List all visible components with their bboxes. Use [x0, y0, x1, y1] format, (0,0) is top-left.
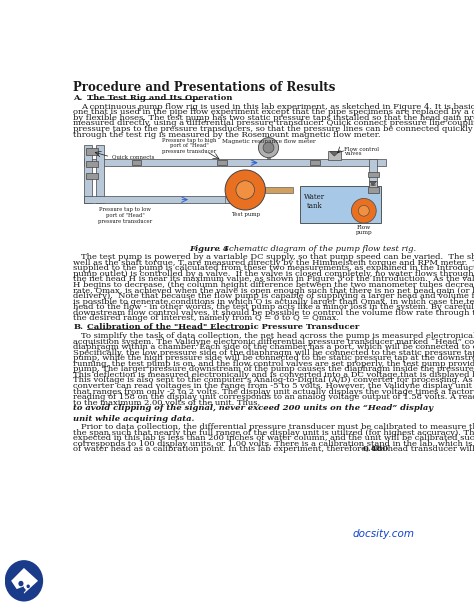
- Polygon shape: [11, 568, 38, 593]
- Bar: [225, 196, 231, 203]
- Bar: [84, 145, 92, 203]
- Text: pump. The larger pressure downstream of the pump causes the diaphragm inside the: pump. The larger pressure downstream of …: [73, 365, 474, 373]
- Text: valves: valves: [344, 151, 361, 156]
- Circle shape: [351, 199, 376, 223]
- Bar: [368, 188, 379, 192]
- Text: to avoid clipping of the signal, never exceed 200 units on the “Head” display: to avoid clipping of the signal, never e…: [73, 404, 433, 412]
- Text: B.: B.: [73, 323, 83, 331]
- Text: Magnetic resonance flow meter: Magnetic resonance flow meter: [222, 139, 315, 144]
- Text: one that is used in the pipe flow experiment except that the pipe specimens are : one that is used in the pipe flow experi…: [73, 109, 474, 116]
- Circle shape: [22, 588, 26, 592]
- Text: . Schematic diagram of the pump flow test rig.: . Schematic diagram of the pump flow tes…: [218, 245, 416, 253]
- Text: supplied to the pump is calculated from these two measurements, as explained in : supplied to the pump is calculated from …: [73, 264, 474, 272]
- Text: diaphragm within a chamber. Each side of the chamber has a port, which will be c: diaphragm within a chamber. Each side of…: [73, 343, 474, 351]
- Text: Pressure tap to high
port of "Head"
pressure transducer: Pressure tap to high port of "Head" pres…: [162, 138, 217, 154]
- Circle shape: [263, 142, 274, 153]
- Text: docsity.com: docsity.com: [352, 528, 414, 539]
- Text: Calibration of the "Head" Electronic Pressure Transducer: Calibration of the "Head" Electronic Pre…: [87, 323, 359, 331]
- Text: This deflection is measured electronically and is converted into a DC voltage th: This deflection is measured electronical…: [73, 371, 474, 379]
- Circle shape: [358, 205, 369, 216]
- Text: well as the shaft torque, T, are measured directly by the Himmelstein torque and: well as the shaft torque, T, are measure…: [73, 259, 474, 267]
- Bar: [218, 160, 227, 166]
- Bar: [86, 173, 98, 179]
- Text: acquisition system. The Validyne electronic differential pressure transducer mar: acquisition system. The Validyne electro…: [73, 338, 474, 346]
- Bar: [267, 158, 270, 159]
- Text: Flow
pump: Flow pump: [356, 224, 372, 235]
- Text: through the test rig is measured by the Rosemount magnetic flow meter.: through the test rig is measured by the …: [73, 131, 381, 139]
- Text: the span such that nearly the full range of the display unit is utilized (for hi: the span such that nearly the full range…: [73, 428, 474, 436]
- Circle shape: [258, 138, 279, 158]
- Text: This voltage is also sent to the computer’s Analog-to-Digital (A/D) converter fo: This voltage is also sent to the compute…: [73, 376, 474, 384]
- Text: downstream flow control valves, it should be possible to control the volume flow: downstream flow control valves, it shoul…: [73, 309, 474, 317]
- Polygon shape: [370, 181, 376, 185]
- Text: Water
tank: Water tank: [304, 193, 326, 210]
- Text: by flexible hoses. The test pump has two static pressure taps installed so that : by flexible hoses. The test pump has two…: [73, 114, 474, 122]
- Text: head to the flow - in other words, the test pump acts like a minor loss in the s: head to the flow - in other words, the t…: [73, 303, 474, 311]
- Bar: [368, 172, 379, 177]
- Bar: [369, 159, 377, 203]
- Text: Procedure and Presentations of Results: Procedure and Presentations of Results: [73, 82, 336, 94]
- Text: of water head as a calibration point. In this lab experiment, therefore, the hea: of water head as a calibration point. In…: [73, 445, 474, 454]
- Text: is possible to generate conditions in which Q is actually larger than Qmax, in w: is possible to generate conditions in wh…: [73, 298, 474, 306]
- Text: Flow control: Flow control: [344, 147, 379, 152]
- Circle shape: [5, 560, 43, 601]
- Circle shape: [225, 170, 265, 210]
- Text: Test pump: Test pump: [231, 212, 260, 218]
- Bar: [86, 161, 98, 167]
- Text: expected in this lab is less than 200 inches of water column, and the unit will : expected in this lab is less than 200 in…: [73, 434, 474, 442]
- Text: pressure taps to the pressure transducers, so that the pressure lines can be con: pressure taps to the pressure transducer…: [73, 125, 474, 133]
- Bar: [132, 160, 141, 166]
- Text: running, the test pump is on, and the flow control valves are set properly, the : running, the test pump is on, and the fl…: [73, 360, 474, 368]
- Text: The test pump is powered by a variable DC supply, so that pump speed can be vari: The test pump is powered by a variable D…: [81, 253, 474, 261]
- Bar: [369, 181, 377, 187]
- Text: delivery).  Note that because the flow pump is capable of supplying a larger hea: delivery). Note that because the flow pu…: [73, 292, 474, 300]
- Bar: [86, 148, 98, 154]
- Text: measured directly, using a differential pressure transducer. Quick connect press: measured directly, using a differential …: [73, 120, 474, 128]
- Bar: [96, 145, 104, 203]
- Bar: [265, 187, 292, 193]
- Text: The Test Rig and Its Operation: The Test Rig and Its Operation: [87, 94, 233, 102]
- Text: to the maximum 2.00 volts of the unit. Thus,: to the maximum 2.00 volts of the unit. T…: [73, 398, 263, 406]
- Bar: [84, 196, 231, 203]
- Text: pump, while the high pressure side will be connected to the static pressure tap : pump, while the high pressure side will …: [73, 354, 474, 362]
- Polygon shape: [330, 151, 339, 156]
- Text: corresponds to 100 display units, or 1.00 volts. There is a calibration stand in: corresponds to 100 display units, or 1.0…: [73, 440, 474, 447]
- Text: pump outlet) is controlled by a valve.  If the valve is closed completely, no wa: pump outlet) is controlled by a valve. I…: [73, 270, 474, 278]
- Bar: [300, 186, 381, 223]
- Text: A.: A.: [73, 94, 82, 102]
- Bar: [84, 159, 386, 166]
- Text: Pressure tap to low
port of "Head"
pressure transducer: Pressure tap to low port of "Head" press…: [98, 207, 152, 224]
- Text: Prior to data collection, the differential pressure transducer must be calibrate: Prior to data collection, the differenti…: [81, 423, 474, 431]
- Text: unit while acquiring data.: unit while acquiring data.: [73, 415, 194, 424]
- Text: Figure 4: Figure 4: [190, 245, 229, 253]
- Circle shape: [27, 585, 30, 588]
- Text: converter can read voltages in the range from -5 to 5 volts. However, the Validy: converter can read voltages in the range…: [73, 382, 474, 390]
- Bar: [328, 151, 341, 160]
- Text: reading of 158 on the display unit corresponds to an analog voltage output of 1.: reading of 158 on the display unit corre…: [73, 393, 474, 401]
- Circle shape: [18, 581, 24, 586]
- Text: rate, Qmax, is achieved when the valve is open enough such that there is no net : rate, Qmax, is achieved when the valve i…: [73, 286, 474, 294]
- Text: A continuous pump flow rig is used in this lab experiment, as sketched in Figure: A continuous pump flow rig is used in th…: [81, 103, 474, 111]
- Bar: [310, 160, 319, 166]
- Text: To simplify the task of data collection, the net head across the pump is measure: To simplify the task of data collection,…: [81, 332, 474, 340]
- Text: Quick connects: Quick connects: [112, 154, 155, 159]
- Text: Specifically, the low pressure side of the diaphragm will be connected to the st: Specifically, the low pressure side of t…: [73, 349, 474, 357]
- Text: that ranges from only -2 to 2 volts. The display unit actually displays the volt: that ranges from only -2 to 2 volts. The…: [73, 387, 474, 395]
- Circle shape: [236, 181, 255, 199]
- Text: the desired range of interest, namely from Q = 0 to Q = Qmax.: the desired range of interest, namely fr…: [73, 314, 339, 322]
- Text: the net head H is near its maximum value, as shown in Figure 3 of the Introducti: the net head H is near its maximum value…: [73, 275, 474, 283]
- Text: 0.480: 0.480: [363, 445, 389, 454]
- Text: H begins to decrease, (the column height difference between the two manometer tu: H begins to decrease, (the column height…: [73, 281, 474, 289]
